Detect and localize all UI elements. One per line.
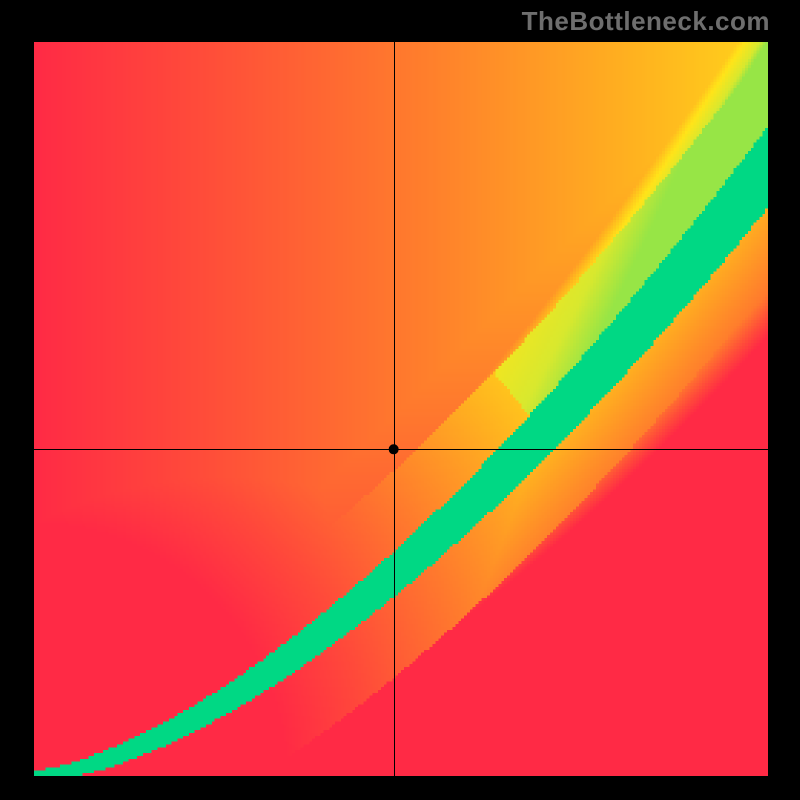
watermark-text: TheBottleneck.com	[522, 6, 770, 37]
crosshair-overlay	[34, 42, 768, 776]
chart-container: TheBottleneck.com	[0, 0, 800, 800]
plot-area	[34, 42, 768, 776]
